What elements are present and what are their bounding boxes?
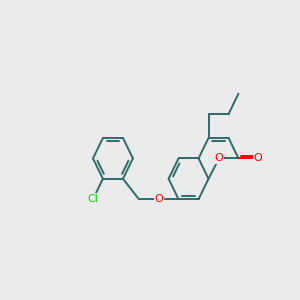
Text: O: O (254, 153, 262, 164)
Text: Cl: Cl (88, 194, 98, 204)
Text: O: O (214, 153, 224, 164)
Text: O: O (154, 194, 164, 204)
